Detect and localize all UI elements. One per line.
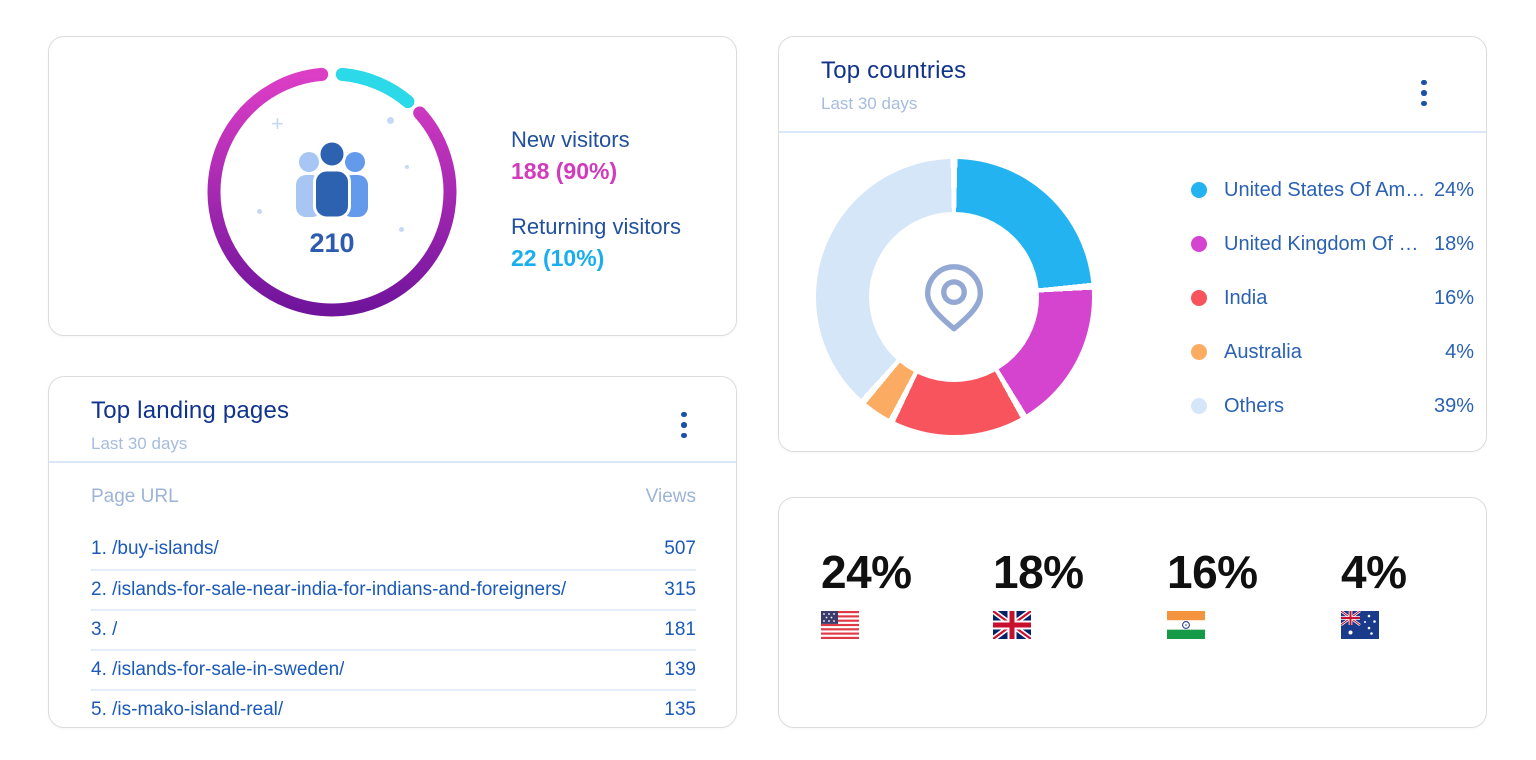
page-url-link[interactable]: 4. /islands-for-sale-in-sweden/ bbox=[91, 659, 345, 680]
top-landing-pages-card: Top landing pages Last 30 days Page URL … bbox=[48, 376, 737, 728]
visitor-stats: New visitors 188 (90%) Returning visitor… bbox=[511, 125, 681, 299]
top-countries-card: Top countries Last 30 days United States… bbox=[778, 36, 1487, 452]
legend-dot bbox=[1191, 290, 1207, 306]
legend-label: United Kingdom Of Gr… bbox=[1224, 232, 1434, 255]
sparkle-decoration bbox=[399, 227, 404, 232]
share-item: 18% bbox=[993, 546, 1143, 639]
ring-center: 210 bbox=[199, 59, 465, 325]
legend-item: United States Of Ameri… 24% bbox=[1191, 163, 1474, 217]
share-percent: 18% bbox=[993, 546, 1084, 598]
landing-pages-table: 1. /buy-islands/ 507 2. /islands-for-sal… bbox=[91, 529, 696, 727]
returning-visitors-label: Returning visitors bbox=[511, 214, 681, 239]
legend-dot bbox=[1191, 398, 1207, 414]
donut-center bbox=[869, 212, 1039, 382]
divider bbox=[49, 461, 736, 463]
views-value: 315 bbox=[664, 579, 696, 600]
column-header-page-url: Page URL bbox=[91, 486, 179, 507]
legend-value: 4% bbox=[1445, 340, 1474, 363]
visitors-total: 210 bbox=[309, 227, 355, 258]
page-url-link[interactable]: 2. /islands-for-sale-near-india-for-indi… bbox=[91, 579, 567, 600]
legend-dot bbox=[1191, 182, 1207, 198]
share-item: 24% bbox=[821, 546, 971, 639]
visitors-ring-chart: + 210 bbox=[199, 59, 465, 325]
legend-item: Others 39% bbox=[1191, 379, 1474, 433]
legend-item: India 16% bbox=[1191, 271, 1474, 325]
legend-label: United States Of Ameri… bbox=[1224, 178, 1434, 201]
sparkle-decoration bbox=[387, 117, 394, 124]
returning-visitors-value: 22 (10%) bbox=[511, 245, 605, 271]
new-visitors-label: New visitors bbox=[511, 127, 630, 152]
legend-item: Australia 4% bbox=[1191, 325, 1474, 379]
legend-value: 18% bbox=[1433, 232, 1474, 255]
sparkle-decoration: + bbox=[271, 111, 284, 136]
people-group-icon bbox=[296, 139, 368, 218]
card-header: Top countries Last 30 days bbox=[821, 57, 1444, 114]
uk-flag-icon bbox=[993, 610, 1031, 639]
share-item: 16% bbox=[1167, 546, 1317, 639]
kebab-menu-icon[interactable] bbox=[672, 403, 696, 447]
country-shares-card: 24% 18% 16% bbox=[778, 497, 1487, 728]
legend-value: 24% bbox=[1433, 178, 1474, 201]
location-pin-icon bbox=[924, 264, 984, 332]
table-row: 4. /islands-for-sale-in-sweden/ 139 bbox=[91, 649, 696, 689]
returning-visitors-stat: Returning visitors 22 (10%) bbox=[511, 212, 681, 274]
visitors-ring-svg bbox=[207, 67, 457, 317]
kebab-menu-icon[interactable] bbox=[1412, 71, 1436, 115]
us-flag-icon bbox=[821, 610, 859, 639]
table-row: 2. /islands-for-sale-near-india-for-indi… bbox=[91, 569, 696, 609]
legend-dot bbox=[1191, 344, 1207, 360]
share-percent: 4% bbox=[1341, 546, 1407, 598]
legend-value: 39% bbox=[1433, 394, 1474, 417]
new-visitors-arc bbox=[207, 67, 457, 317]
table-row: 5. /is-mako-island-real/ 135 bbox=[91, 689, 696, 727]
table-row: 3. / 181 bbox=[91, 609, 696, 649]
page-url-link[interactable]: 1. /buy-islands/ bbox=[91, 538, 219, 559]
column-header-views: Views bbox=[645, 486, 696, 507]
legend-label: India bbox=[1224, 286, 1268, 309]
visitors-card: + 210 New vis bbox=[48, 36, 737, 336]
new-visitors-stat: New visitors 188 (90%) bbox=[511, 125, 681, 187]
sparkle-decoration bbox=[405, 165, 409, 169]
share-percent: 24% bbox=[821, 546, 912, 598]
india-flag-icon bbox=[1167, 610, 1205, 639]
legend-label: Australia bbox=[1224, 340, 1302, 363]
table-row: 1. /buy-islands/ 507 bbox=[91, 529, 696, 569]
page-url-link[interactable]: 5. /is-mako-island-real/ bbox=[91, 699, 284, 720]
share-item: 4% bbox=[1341, 546, 1491, 639]
legend-label: Others bbox=[1224, 394, 1285, 417]
legend-item: United Kingdom Of Gr… 18% bbox=[1191, 217, 1474, 271]
views-value: 139 bbox=[664, 659, 696, 680]
card-header: Top landing pages Last 30 days bbox=[91, 397, 694, 454]
divider bbox=[779, 131, 1486, 133]
returning-visitors-arc bbox=[335, 67, 415, 109]
countries-legend: United States Of Ameri… 24% United Kingd… bbox=[1191, 163, 1474, 433]
new-visitors-value: 188 (90%) bbox=[511, 158, 618, 184]
card-subtitle: Last 30 days bbox=[821, 94, 918, 113]
views-value: 181 bbox=[664, 619, 696, 640]
card-subtitle: Last 30 days bbox=[91, 434, 188, 453]
sparkle-decoration bbox=[257, 209, 262, 214]
table-header: Page URL Views bbox=[91, 479, 696, 515]
legend-value: 16% bbox=[1433, 286, 1474, 309]
countries-donut-chart bbox=[816, 159, 1092, 435]
page-url-link[interactable]: 3. / bbox=[91, 619, 118, 640]
views-value: 507 bbox=[664, 538, 696, 559]
australia-flag-icon bbox=[1341, 610, 1379, 639]
card-title: Top landing pages bbox=[91, 397, 290, 424]
card-title: Top countries bbox=[821, 57, 967, 84]
share-percent: 16% bbox=[1167, 546, 1258, 598]
views-value: 135 bbox=[664, 699, 696, 720]
legend-dot bbox=[1191, 236, 1207, 252]
